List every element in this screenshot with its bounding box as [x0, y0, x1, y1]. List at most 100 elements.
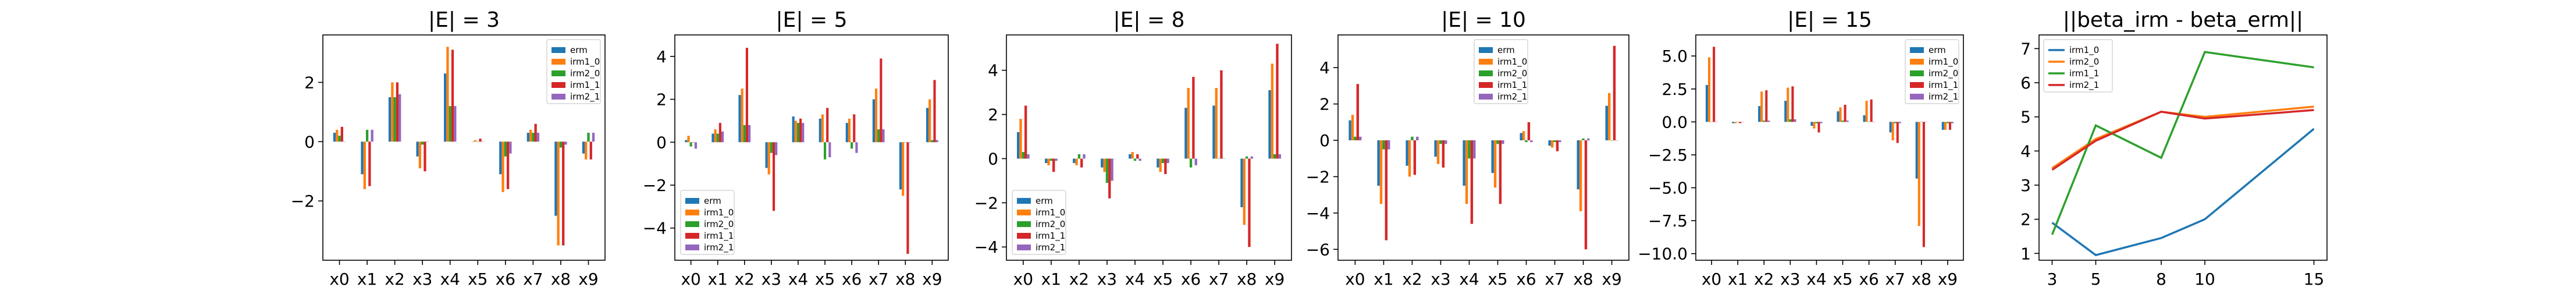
- x-tick-label: x3: [1780, 270, 1800, 289]
- bar-irm1_0-x0: [336, 129, 339, 142]
- bar-erm-x6: [845, 123, 848, 143]
- bar-erm-x4: [792, 116, 795, 143]
- bar-irm1_0-x6: [848, 118, 851, 143]
- x-tick-label: 8: [2156, 270, 2166, 289]
- legend-swatch: [1479, 82, 1493, 88]
- bar-irm2_1-x4: [802, 123, 805, 143]
- bar-irm1_1-x6: [1527, 122, 1531, 141]
- bar-irm1_0-x0: [1019, 119, 1022, 159]
- bar-irm2_0-x5: [1161, 158, 1165, 164]
- bar-irm1_1-x1: [1385, 140, 1388, 240]
- bar-irm1_1-x0: [1713, 47, 1716, 122]
- bar-irm2_0-x5: [476, 141, 479, 142]
- bar-irm2_0-x1: [1049, 158, 1053, 161]
- panel-4: |E| = 10 −6 −4 −2 0 2 4 x0 x1 x2 x3 x4 x5 x6 x7 x8 x9 erm…: [1306, 8, 1629, 289]
- x-tick-label: x7: [523, 270, 543, 289]
- bar-irm2_1-x2: [1767, 121, 1770, 122]
- legend-label: erm: [1497, 45, 1515, 55]
- x-tick-label: x4: [440, 270, 460, 289]
- legend-swatch: [1479, 47, 1493, 53]
- bar-irm2_1-x4: [1820, 122, 1823, 123]
- bar-irm2_1-x8: [564, 141, 567, 145]
- bar-irm2_1-x8: [1250, 156, 1253, 159]
- bar-irm2_0-x2: [1763, 121, 1766, 122]
- bar-irm2_0-x0: [338, 136, 341, 142]
- y-tick-label: 2.5: [1661, 80, 1688, 99]
- bar-irm2_1-x6: [1194, 158, 1197, 165]
- bar-irm2_1-x7: [536, 133, 540, 142]
- bar-irm2_0-x8: [1245, 156, 1248, 159]
- legend-label: irm2_1: [1036, 242, 1065, 253]
- bar-irm1_0-x7: [1550, 140, 1554, 148]
- bar-irm1_1-x1: [368, 141, 371, 186]
- y-tick-label: 7: [2020, 39, 2031, 58]
- x-tick-label: x1: [1728, 270, 1748, 289]
- bar-erm-x5: [819, 118, 821, 143]
- bar-erm-x1: [1732, 122, 1735, 123]
- y-tick-label: −10.0: [1638, 245, 1688, 264]
- bar-irm2_0-x9: [1273, 154, 1276, 159]
- bar-irm1_1-x7: [1896, 122, 1899, 143]
- bar-irm2_0-x4: [796, 123, 800, 143]
- bar-irm1_0-x3: [1436, 140, 1440, 164]
- y-tick-label: −6: [1306, 240, 1330, 259]
- y-tick-label: 0: [1319, 131, 1330, 150]
- legend-swatch: [685, 198, 699, 204]
- bar-irm1_0-x8: [1917, 122, 1920, 226]
- legend-swatch: [1910, 94, 1924, 100]
- bar-erm-x8: [1577, 140, 1579, 190]
- bar-irm1_1-x6: [1192, 77, 1195, 159]
- legend-label: irm1_0: [570, 56, 600, 68]
- bar-erm-x4: [444, 73, 447, 142]
- bar-irm1_1-x4: [1136, 154, 1139, 159]
- bar-irm2_0-x6: [1525, 140, 1528, 143]
- bar-irm1_1-x5: [1164, 158, 1167, 175]
- bar-erm-x5: [1837, 111, 1840, 122]
- x-tick-label: x2: [1069, 270, 1089, 289]
- bar-irm1_0-x3: [1103, 158, 1106, 172]
- bar-irm2_0-x6: [504, 141, 507, 157]
- x-tick-label: x8: [551, 270, 571, 289]
- bar-irm2_1-x2: [1416, 136, 1419, 141]
- bar-irm1_0-x7: [1891, 122, 1894, 141]
- bar-irm2_0-x4: [449, 106, 451, 142]
- bar-irm1_1-x0: [692, 142, 695, 143]
- bar-erm-x8: [899, 142, 902, 190]
- legend-swatch: [1017, 221, 1031, 227]
- x-tick-label: 3: [2047, 270, 2058, 289]
- bar-irm2_1-x3: [1111, 158, 1113, 181]
- line-irm1_0: [2051, 127, 2315, 257]
- x-tick-label: x1: [357, 270, 377, 289]
- bar-irm2_0-x8: [559, 141, 563, 148]
- legend-label: irm2_0: [2069, 56, 2099, 68]
- bar-irm1_0-x9: [1607, 93, 1611, 141]
- x-tick-label: 10: [2194, 270, 2215, 289]
- bar-erm-x8: [554, 141, 557, 216]
- bar-irm2_0-x7: [532, 133, 535, 142]
- bar-irm2_1-x0: [1359, 136, 1362, 141]
- bar-irm1_1-x7: [880, 58, 883, 143]
- y-tick-label: −2.5: [1648, 146, 1688, 165]
- bar-irm1_0-x1: [714, 129, 717, 143]
- bar-irm1_0-x1: [1379, 140, 1383, 204]
- bar-irm2_0-x7: [1553, 140, 1556, 143]
- bar-irm2_1-x7: [1222, 158, 1225, 159]
- x-tick-label: x5: [1488, 270, 1507, 289]
- bar-irm2_0-x9: [931, 140, 934, 143]
- legend-label: irm1_1: [1497, 80, 1527, 91]
- bar-irm1_0-x1: [1047, 158, 1050, 165]
- x-tick-label: x4: [1459, 270, 1479, 289]
- x-tick-label: x2: [1754, 270, 1774, 289]
- bar-irm1_0-x0: [1707, 57, 1711, 122]
- bar-irm1_0-x6: [1187, 88, 1190, 159]
- x-tick-label: x5: [815, 270, 835, 289]
- x-tick-label: x2: [735, 270, 755, 289]
- x-tick-label: x3: [762, 270, 781, 289]
- legend-swatch: [1017, 198, 1031, 204]
- x-tick-label: x0: [1013, 270, 1033, 289]
- bar-erm-x0: [685, 140, 688, 143]
- bar-irm2_1-x0: [694, 142, 698, 149]
